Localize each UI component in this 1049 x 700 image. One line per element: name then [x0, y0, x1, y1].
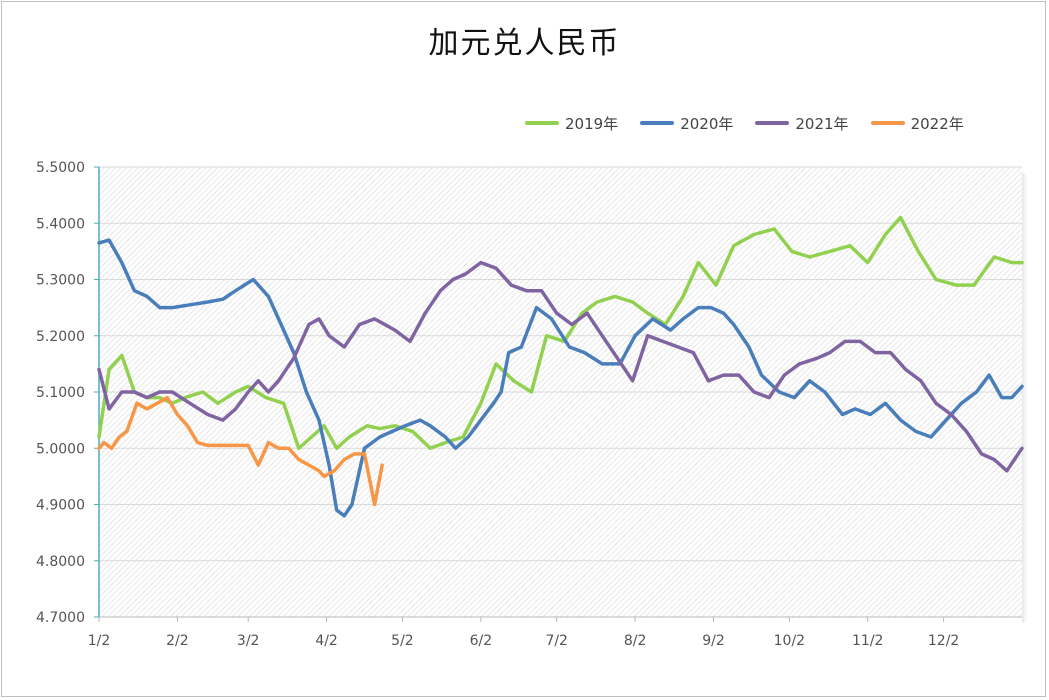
series-line-4	[97, 395, 384, 507]
series-line-2	[97, 238, 1024, 518]
legend-swatch	[755, 121, 790, 125]
legend-label: 2022年	[910, 114, 964, 133]
plot-shadow	[1022, 173, 1030, 623]
x-tick-label: 10/2	[774, 633, 805, 649]
legend-item-2: 2020年	[640, 113, 733, 134]
legend-item-1: 2019年	[525, 113, 618, 134]
y-tick-label: 5.0000	[36, 441, 85, 457]
y-tick-label: 5.4000	[36, 216, 85, 232]
y-tick-label: 5.5000	[36, 160, 85, 176]
legend-label: 2021年	[795, 114, 849, 133]
chart-legend: 2019年 2020年 2021年 2022年	[525, 112, 964, 134]
legend-swatch	[525, 121, 559, 125]
x-tick-label: 8/2	[624, 633, 647, 649]
y-tick-label: 4.8000	[36, 554, 85, 570]
x-tick-label: 9/2	[702, 633, 725, 649]
legend-label: 2019年	[565, 114, 619, 133]
y-tick-label: 5.3000	[36, 273, 85, 289]
x-tick-label: 1/2	[88, 633, 111, 649]
x-tick-label: 11/2	[852, 633, 883, 649]
x-tick-label: 2/2	[166, 633, 189, 649]
y-tick-label: 4.9000	[36, 498, 85, 514]
series-line-3	[97, 260, 1024, 473]
legend-swatch	[870, 121, 905, 125]
y-tick-label: 5.1000	[36, 385, 85, 401]
x-tick-label: 7/2	[545, 633, 568, 649]
series-line-1	[97, 215, 1024, 451]
y-tick-label: 5.2000	[36, 329, 85, 345]
legend-item-4: 2022年	[870, 113, 964, 134]
x-tick-label: 4/2	[315, 633, 338, 649]
y-tick-label: 4.7000	[36, 610, 85, 626]
legend-label: 2020年	[680, 114, 734, 133]
legend-item-3: 2021年	[755, 113, 849, 134]
x-tick-label: 12/2	[928, 633, 959, 649]
x-tick-label: 3/2	[237, 633, 260, 649]
x-tick-label: 5/2	[391, 633, 414, 649]
x-tick-label: 6/2	[470, 633, 493, 649]
chart-title: 加元兑人民币	[428, 26, 621, 61]
legend-swatch	[640, 121, 675, 125]
